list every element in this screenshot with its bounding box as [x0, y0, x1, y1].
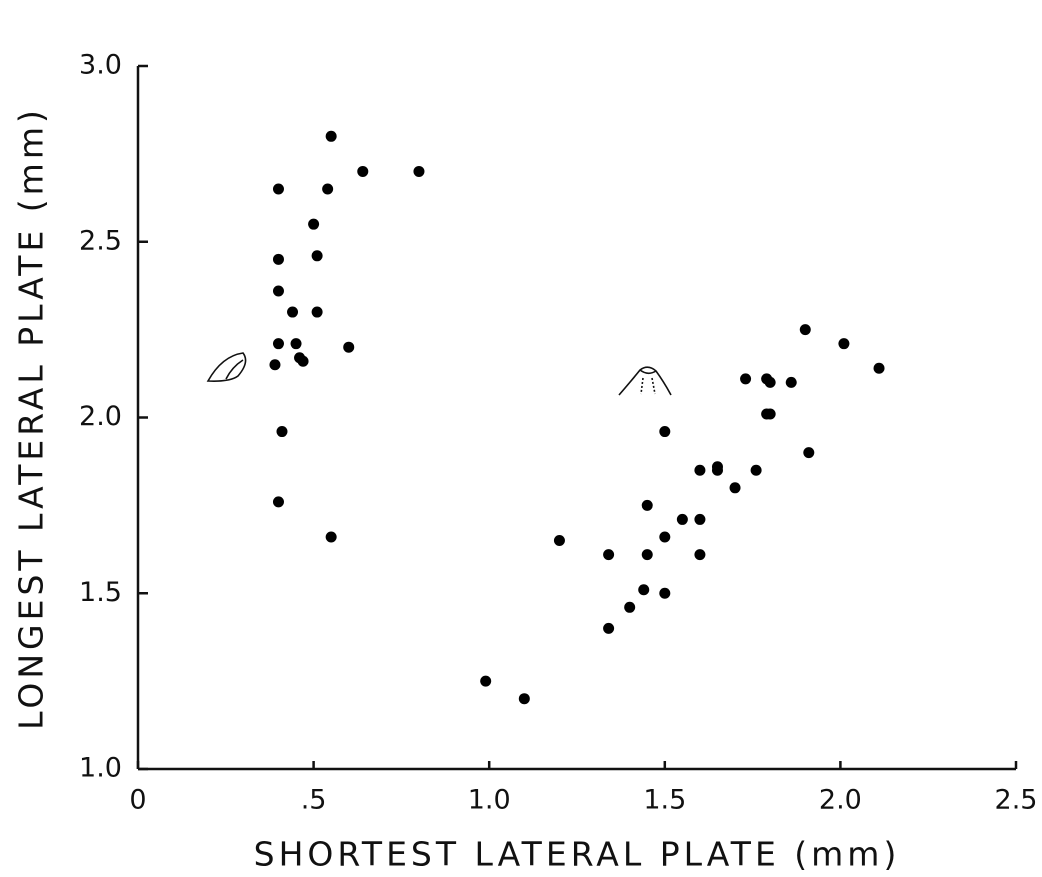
point	[659, 587, 671, 599]
point	[676, 513, 688, 525]
point	[290, 338, 302, 350]
point	[785, 376, 797, 388]
y-axis-label: LONGEST LATERAL PLATE (mm)	[12, 106, 51, 730]
point	[603, 549, 615, 561]
x-tick-label: 0	[129, 785, 146, 816]
y-tick-label: 1.5	[79, 577, 122, 608]
shell-sketch-left	[206, 352, 247, 382]
point	[740, 373, 752, 385]
point	[659, 531, 671, 543]
point	[603, 622, 615, 634]
point	[272, 253, 284, 265]
x-tick-label: 2.0	[819, 785, 862, 816]
point	[269, 359, 281, 371]
x-tick-label: 2.5	[995, 785, 1038, 816]
y-tick-label: 2.0	[79, 401, 122, 432]
point	[641, 549, 653, 561]
x-tick-label: 1.5	[643, 785, 686, 816]
point	[311, 306, 323, 318]
point	[480, 675, 492, 687]
point	[276, 426, 288, 438]
shell-sketch-right	[618, 366, 672, 396]
point	[764, 408, 776, 420]
point	[694, 513, 706, 525]
point	[764, 376, 776, 388]
point	[729, 482, 741, 494]
x-tick-label: 1.0	[468, 785, 511, 816]
point	[311, 250, 323, 262]
point	[357, 165, 369, 177]
point	[272, 285, 284, 297]
point	[638, 584, 650, 596]
point	[287, 306, 299, 318]
y-tick-label: 3.0	[79, 50, 122, 81]
point	[838, 338, 850, 350]
point	[750, 464, 762, 476]
point	[272, 338, 284, 350]
point	[803, 447, 815, 459]
point	[413, 165, 425, 177]
point	[322, 183, 334, 195]
x-axis-label: SHORTEST LATERAL PLATE (mm)	[254, 835, 901, 874]
point	[659, 426, 671, 438]
point	[343, 341, 355, 353]
point	[873, 362, 885, 374]
y-tick-label: 2.5	[79, 225, 122, 256]
point	[694, 549, 706, 561]
y-tick-label: 1.0	[79, 753, 122, 784]
point	[297, 355, 309, 367]
point	[272, 183, 284, 195]
point	[272, 496, 284, 508]
point	[711, 464, 723, 476]
point	[325, 531, 337, 543]
point	[694, 464, 706, 476]
point	[553, 535, 565, 547]
x-tick-label: .5	[301, 785, 327, 816]
point	[325, 130, 337, 142]
point	[308, 218, 320, 230]
point	[518, 693, 530, 705]
point	[624, 601, 636, 613]
point	[799, 324, 811, 336]
point	[641, 499, 653, 511]
